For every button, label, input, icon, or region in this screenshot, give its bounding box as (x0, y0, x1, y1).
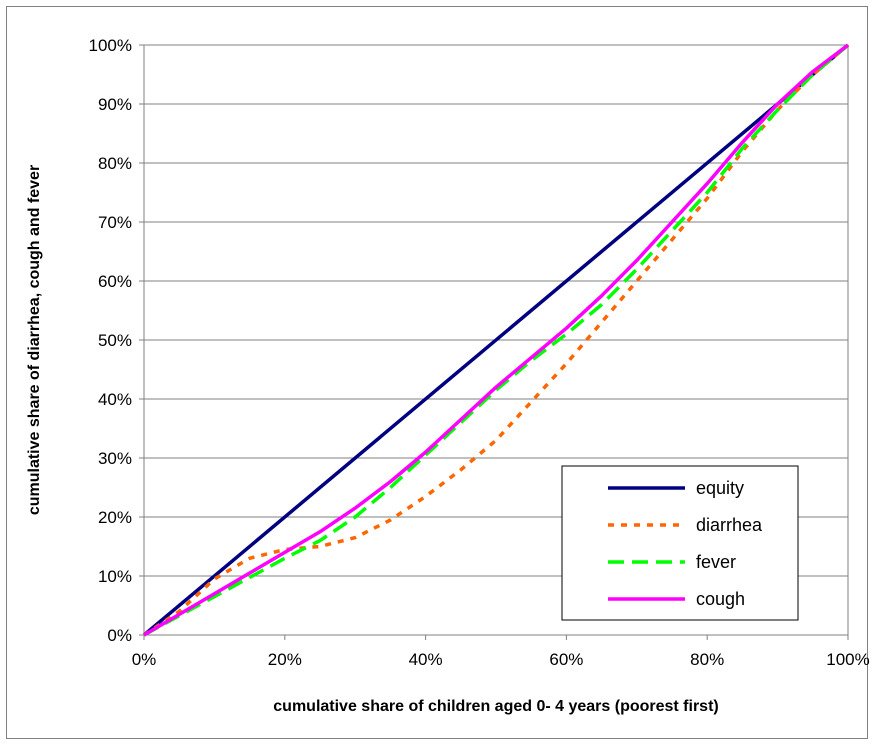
x-axis-label: cumulative share of children aged 0- 4 y… (273, 698, 718, 715)
y-tick-label: 40% (98, 390, 132, 409)
x-tick-label: 20% (268, 650, 302, 669)
legend-label-equity: equity (696, 478, 744, 498)
y-axis-label: cumulative share of diarrhea, cough and … (26, 165, 43, 515)
series-line-diarrhea (143, 43, 850, 637)
series-line-fever (143, 43, 850, 637)
y-tick-label: 60% (98, 272, 132, 291)
x-tick-label: 60% (549, 650, 583, 669)
tick-labels: 0% 10% 20% 30% 40% 50% 60% 70% 80% 90% 100% 0% 20% 40… (89, 36, 870, 669)
x-tick-label: 40% (409, 650, 443, 669)
legend-label-fever: fever (696, 552, 736, 572)
y-tick-label: 80% (98, 154, 132, 173)
y-tick-label: 50% (98, 331, 132, 350)
y-tick-label: 10% (98, 567, 132, 586)
x-tick-label: 100% (826, 650, 869, 669)
legend-label-cough: cough (696, 589, 745, 609)
y-tick-label: 20% (98, 508, 132, 527)
series-line-equity (142, 43, 850, 637)
y-tick-label: 70% (98, 213, 132, 232)
y-tick-label: 0% (107, 626, 132, 645)
y-tick-label: 30% (98, 449, 132, 468)
series-line-cough (143, 43, 850, 637)
legend: equity diarrhea fever cough (561, 465, 799, 621)
series-lines (142, 43, 850, 637)
y-tick-label: 100% (89, 36, 132, 55)
legend-box (561, 465, 799, 621)
legend-label-diarrhea: diarrhea (696, 515, 763, 535)
y-tick-label: 90% (98, 95, 132, 114)
x-tick-label: 0% (132, 650, 157, 669)
x-tick-label: 80% (690, 650, 724, 669)
